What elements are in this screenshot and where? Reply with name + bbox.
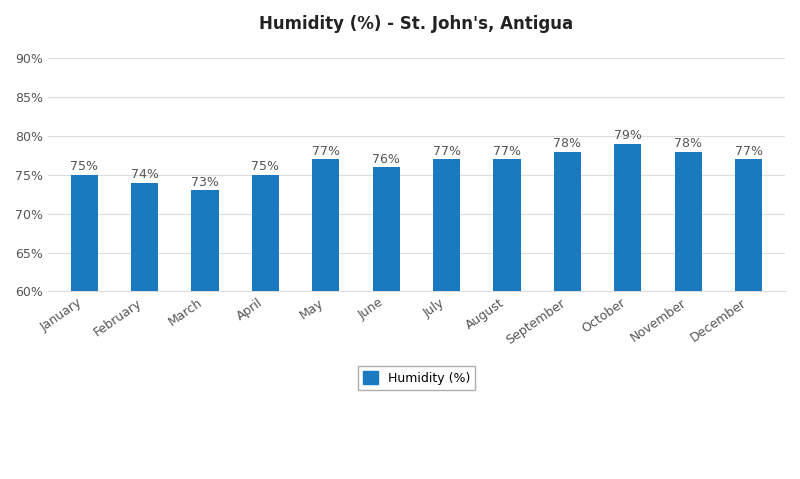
Bar bbox=[554, 152, 581, 291]
Text: 79%: 79% bbox=[614, 129, 642, 142]
Bar bbox=[433, 160, 460, 291]
Text: 77%: 77% bbox=[734, 145, 762, 158]
Bar bbox=[494, 160, 521, 291]
Bar bbox=[674, 152, 702, 291]
Bar bbox=[373, 167, 400, 291]
Text: 73%: 73% bbox=[191, 176, 219, 189]
Bar bbox=[735, 160, 762, 291]
Text: 78%: 78% bbox=[674, 137, 702, 150]
Text: 78%: 78% bbox=[554, 137, 582, 150]
Text: 77%: 77% bbox=[433, 145, 461, 158]
Bar bbox=[312, 160, 339, 291]
Text: 77%: 77% bbox=[312, 145, 340, 158]
Bar bbox=[191, 191, 218, 291]
Title: Humidity (%) - St. John's, Antigua: Humidity (%) - St. John's, Antigua bbox=[259, 15, 574, 33]
Bar bbox=[252, 175, 279, 291]
Legend: Humidity (%): Humidity (%) bbox=[358, 366, 475, 389]
Bar bbox=[614, 144, 642, 291]
Text: 76%: 76% bbox=[372, 153, 400, 166]
Text: 77%: 77% bbox=[493, 145, 521, 158]
Bar bbox=[70, 175, 98, 291]
Bar bbox=[131, 182, 158, 291]
Text: 74%: 74% bbox=[130, 168, 158, 181]
Text: 75%: 75% bbox=[70, 160, 98, 173]
Text: 75%: 75% bbox=[251, 160, 279, 173]
